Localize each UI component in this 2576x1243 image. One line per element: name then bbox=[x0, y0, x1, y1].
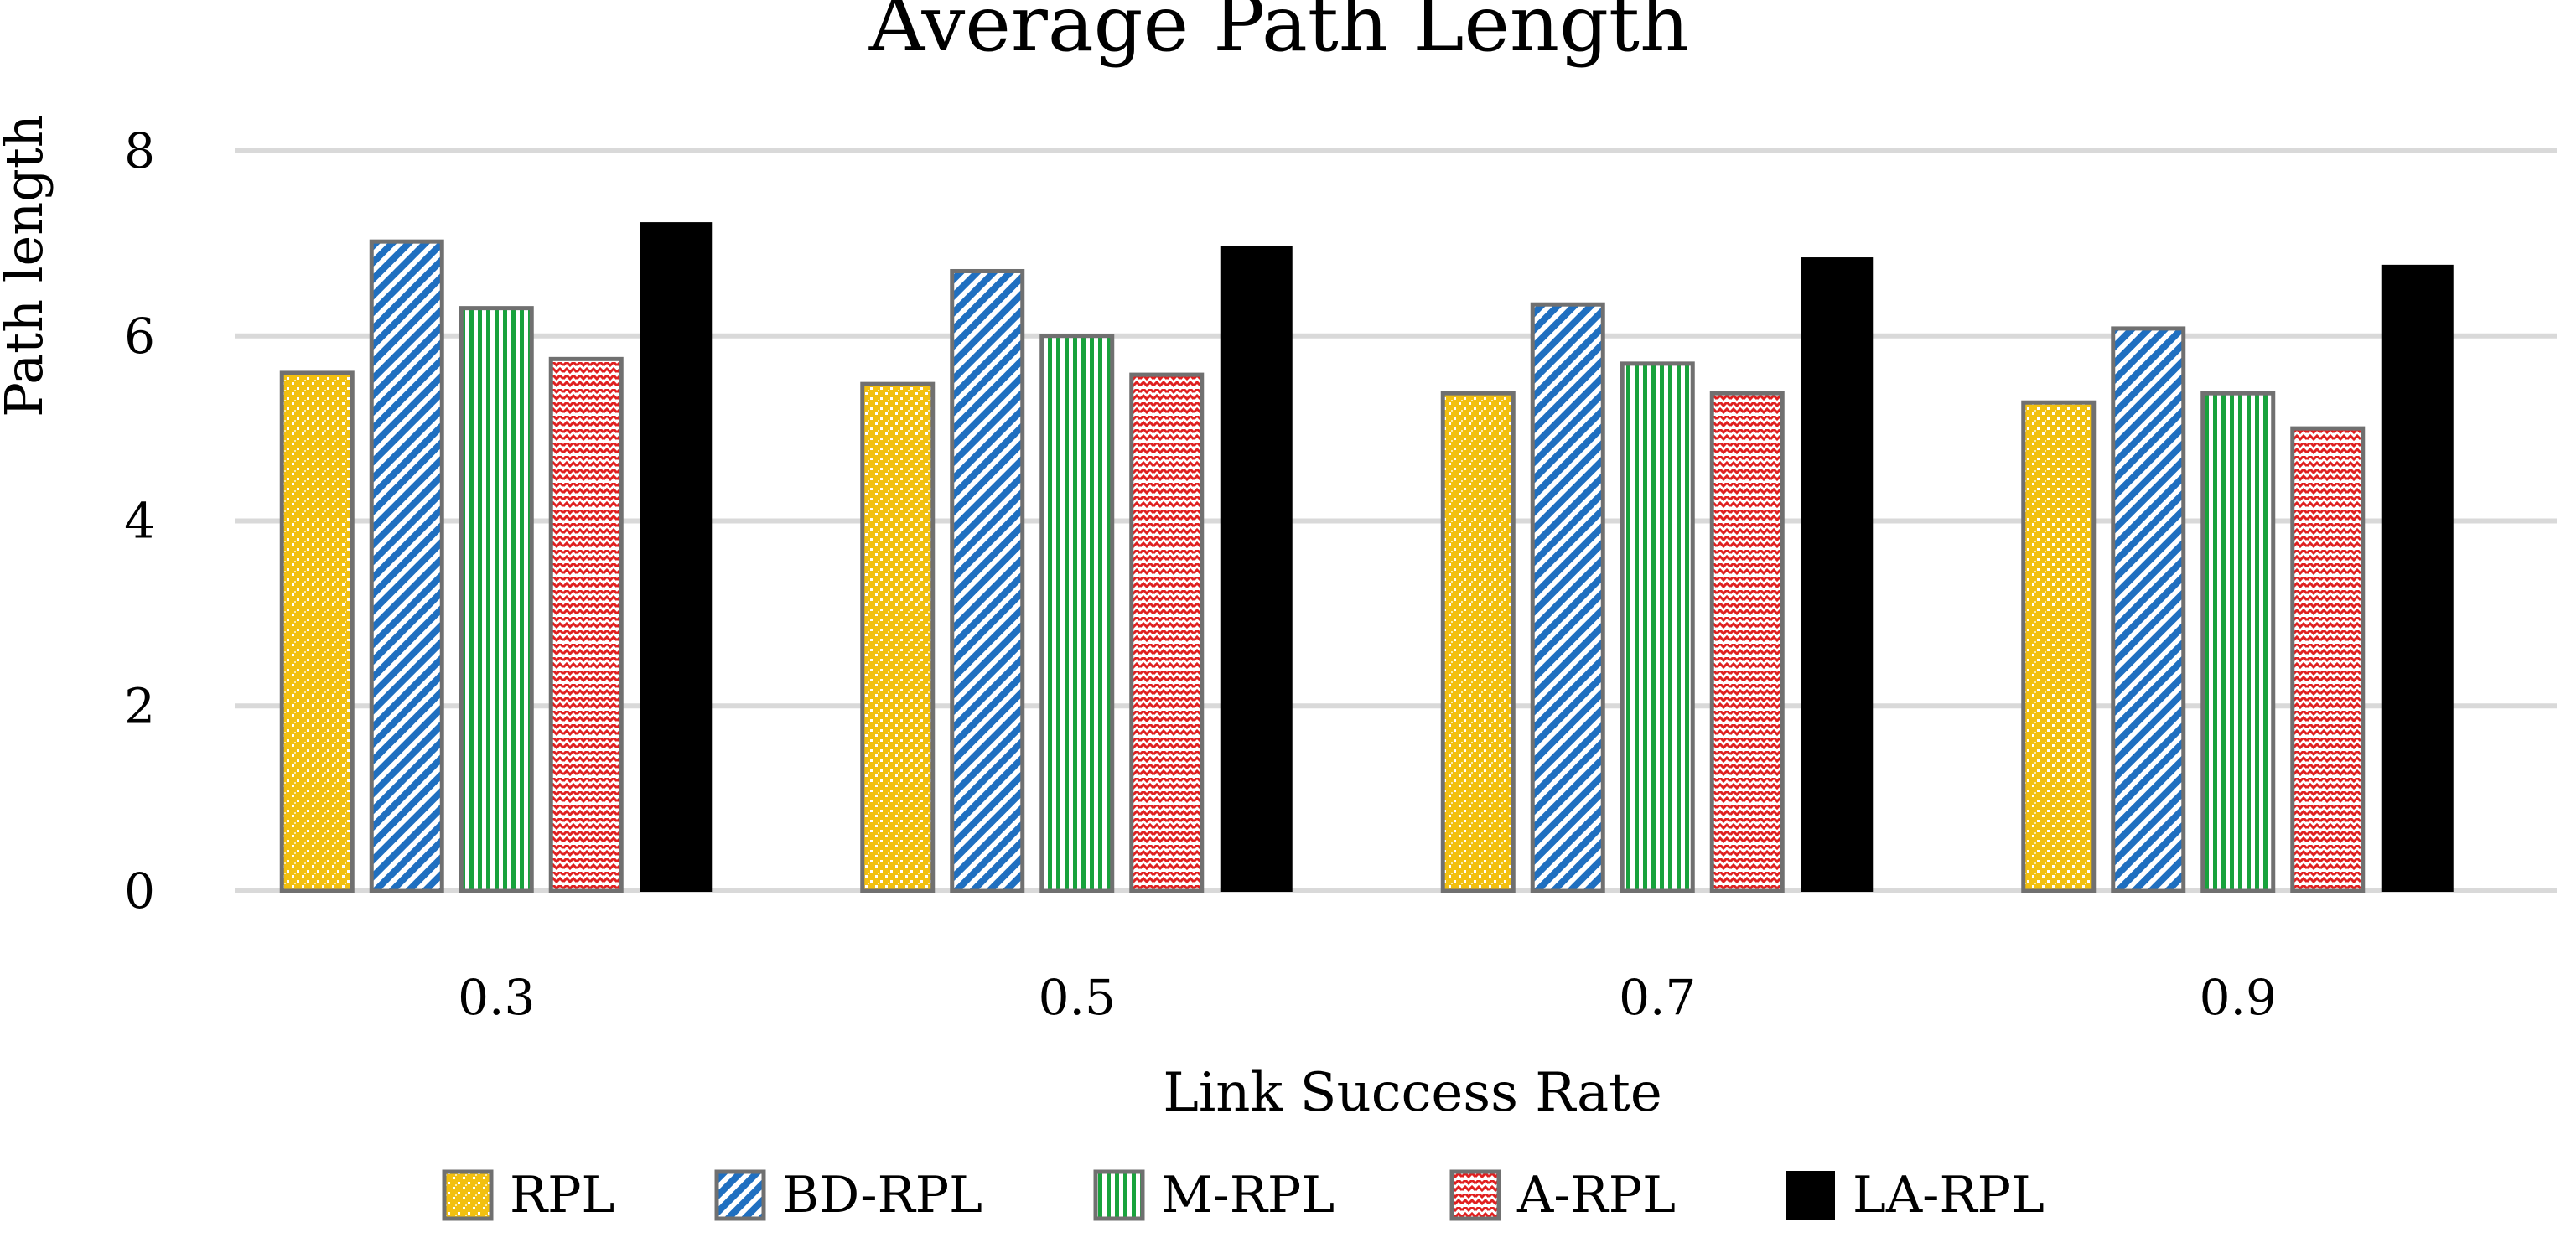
bar-la-rpl-0.5 bbox=[1220, 246, 1293, 893]
bar-bd-rpl-0.9 bbox=[2111, 326, 2186, 893]
y-tick-label: 2 bbox=[124, 677, 155, 734]
legend-label-a-rpl: A-RPL bbox=[1516, 1166, 1676, 1225]
bar-a-rpl-0.3 bbox=[548, 356, 624, 893]
bar-la-rpl-0.9 bbox=[2381, 264, 2454, 892]
bar-bd-rpl-0.7 bbox=[1530, 302, 1605, 893]
legend-label-m-rpl: M-RPL bbox=[1161, 1166, 1335, 1225]
x-tick-label: 0.9 bbox=[2200, 969, 2277, 1026]
bar-la-rpl-0.3 bbox=[640, 222, 713, 892]
bar-m-rpl-0.9 bbox=[2200, 391, 2276, 893]
y-tick-label: 0 bbox=[124, 862, 155, 919]
bar-rpl-0.7 bbox=[1440, 391, 1516, 893]
legend-swatch-rpl bbox=[442, 1169, 494, 1221]
bar-a-rpl-0.9 bbox=[2290, 426, 2366, 893]
x-tick-label: 0.7 bbox=[1619, 969, 1696, 1026]
legend: RPL BD-RPL M-RPL A-RPL LA-RPL bbox=[442, 1166, 2045, 1225]
x-tick-label: 0.3 bbox=[458, 969, 535, 1026]
bars bbox=[279, 222, 2454, 893]
bar-m-rpl-0.5 bbox=[1039, 334, 1115, 893]
x-axis-label: Link Success Rate bbox=[1163, 1062, 1661, 1124]
bar-bd-rpl-0.5 bbox=[950, 268, 1025, 893]
x-tick-label: 0.5 bbox=[1039, 969, 1116, 1026]
bar-la-rpl-0.7 bbox=[1801, 257, 1874, 893]
legend-label-rpl: RPL bbox=[510, 1166, 614, 1225]
bar-a-rpl-0.5 bbox=[1129, 372, 1205, 893]
legend-label-la-rpl: LA-RPL bbox=[1853, 1166, 2045, 1225]
bar-m-rpl-0.3 bbox=[459, 306, 534, 893]
legend-label-bd-rpl: BD-RPL bbox=[782, 1166, 982, 1225]
y-tick-label: 8 bbox=[124, 122, 155, 179]
bar-m-rpl-0.7 bbox=[1620, 361, 1695, 893]
y-axis-label: Path length bbox=[0, 114, 54, 417]
bar-rpl-0.3 bbox=[279, 370, 355, 893]
bar-bd-rpl-0.3 bbox=[369, 239, 444, 893]
legend-swatch-a-rpl bbox=[1449, 1169, 1501, 1221]
bar-a-rpl-0.7 bbox=[1709, 391, 1785, 893]
chart-title: Average Path Length bbox=[868, 0, 1690, 69]
y-axis-ticks: 0 2 4 6 8 bbox=[124, 122, 155, 919]
y-tick-label: 6 bbox=[124, 308, 155, 365]
legend-swatch-m-rpl bbox=[1093, 1169, 1145, 1221]
bar-rpl-0.9 bbox=[2021, 400, 2097, 893]
x-axis-ticks: 0.3 0.5 0.7 0.9 bbox=[458, 969, 2277, 1026]
legend-swatch-la-rpl bbox=[1786, 1171, 1835, 1220]
y-tick-label: 4 bbox=[124, 493, 155, 550]
legend-swatch-bd-rpl bbox=[714, 1169, 766, 1221]
bar-rpl-0.5 bbox=[860, 381, 936, 893]
